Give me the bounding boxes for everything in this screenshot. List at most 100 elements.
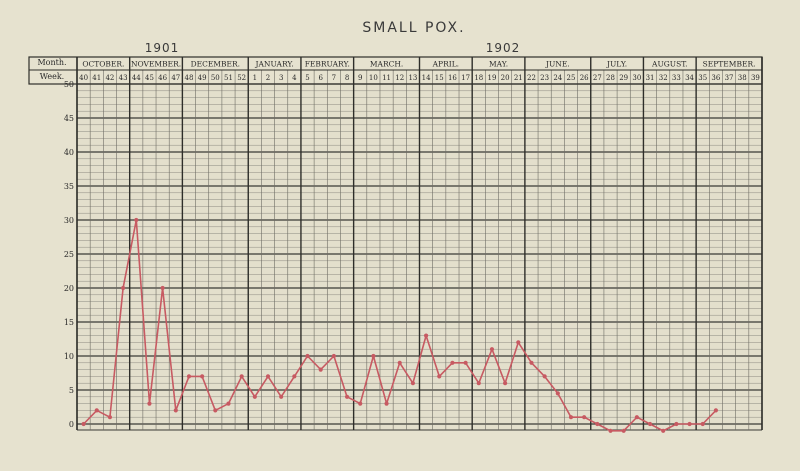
week-label: 20 (501, 74, 510, 82)
week-label: 19 (487, 74, 496, 82)
week-label: 29 (619, 74, 628, 82)
month-label: OCTOBER. (82, 60, 124, 69)
week-label: 43 (119, 74, 128, 82)
y-tick-label: 0 (69, 420, 74, 429)
week-label: 28 (606, 74, 615, 82)
data-point (292, 374, 297, 379)
y-tick-label: 25 (64, 250, 74, 259)
data-point (621, 428, 626, 433)
y-tick-label: 30 (64, 216, 74, 225)
week-label: 4 (292, 74, 297, 82)
y-tick-label: 20 (64, 284, 74, 293)
week-label: 25 (567, 74, 576, 82)
week-label: 33 (672, 74, 681, 82)
week-label: 23 (540, 74, 549, 82)
data-point (186, 374, 192, 379)
week-label: 34 (685, 74, 694, 82)
data-point (318, 367, 323, 372)
week-label: 10 (369, 74, 378, 82)
week-label: 46 (158, 74, 167, 82)
data-point (371, 353, 376, 359)
month-label: NOVEMBER. (131, 60, 181, 69)
week-label: 32 (659, 74, 668, 82)
data-point (252, 394, 257, 399)
data-point (595, 421, 600, 427)
data-point (713, 408, 718, 413)
month-label: JANUARY. (254, 60, 293, 69)
data-point (516, 340, 521, 345)
month-label: JULY. (606, 60, 627, 69)
week-label: 21 (514, 74, 523, 82)
data-point (344, 394, 350, 399)
data-point (542, 374, 547, 379)
week-label: 3 (279, 74, 283, 82)
data-point (107, 415, 113, 420)
week-label: 41 (92, 74, 101, 82)
week-label: 39 (751, 74, 760, 82)
data-point (213, 408, 218, 413)
header-table: Month. Week. OCTOBER. NOVEMBER. DECEMBER. J… (28, 56, 763, 430)
chart-title: SMALL POX. (362, 20, 465, 36)
week-label: 15 (435, 74, 444, 82)
week-label: 27 (593, 74, 602, 82)
data-point (384, 401, 389, 406)
week-label: 31 (646, 74, 655, 82)
data-point (423, 333, 429, 338)
data-point (81, 421, 86, 427)
week-label: 13 (408, 74, 417, 82)
data-point (529, 360, 534, 365)
data-point (265, 374, 271, 379)
y-axis: 0 5 10 15 20 25 30 35 40 45 50 (64, 80, 74, 429)
data-point (450, 360, 455, 365)
week-label: 22 (527, 74, 536, 82)
month-row-label: Month. (37, 58, 66, 67)
data-point (634, 415, 639, 420)
month-label: SEPTEMBER. (703, 60, 756, 69)
month-label: APRIL. (432, 60, 459, 69)
week-label: 52 (237, 74, 246, 82)
data-point (437, 374, 442, 379)
week-label: 30 (632, 74, 641, 82)
week-label: 35 (698, 74, 707, 82)
data-point (661, 428, 666, 433)
week-label: 45 (145, 74, 154, 82)
week-label: 49 (198, 74, 207, 82)
month-label: FEBRUARY. (305, 60, 350, 69)
month-label: MARCH. (370, 60, 403, 69)
data-point (489, 347, 495, 352)
week-label: 14 (422, 74, 431, 82)
data-point (568, 415, 574, 420)
data-point (687, 421, 692, 427)
data-point (331, 353, 336, 359)
week-label: 8 (345, 74, 349, 82)
data-point (700, 421, 705, 427)
week-label: 50 (211, 74, 220, 82)
y-tick-label: 10 (64, 352, 74, 361)
y-tick-label: 15 (64, 318, 74, 327)
data-point (239, 374, 244, 379)
y-tick-label: 50 (64, 80, 74, 89)
month-label: DECEMBER. (191, 60, 240, 69)
data-point (647, 421, 653, 427)
month-label: JUNE. (545, 60, 570, 69)
week-label: 37 (725, 74, 734, 82)
data-point (121, 285, 126, 291)
data-point (463, 360, 468, 365)
week-label: 38 (738, 74, 747, 82)
week-label: 11 (382, 74, 391, 82)
data-point (410, 381, 416, 386)
week-label: 18 (474, 74, 483, 82)
series-layer (81, 217, 718, 433)
data-point (200, 374, 205, 379)
data-point (476, 381, 481, 386)
data-point (503, 381, 508, 386)
week-label: 44 (132, 74, 141, 82)
month-label: MAY. (489, 60, 508, 69)
data-point (147, 401, 152, 406)
grid (76, 57, 763, 431)
data-point (608, 428, 613, 433)
data-point (358, 401, 363, 406)
week-label: 12 (395, 74, 404, 82)
y-tick-label: 35 (64, 182, 74, 191)
